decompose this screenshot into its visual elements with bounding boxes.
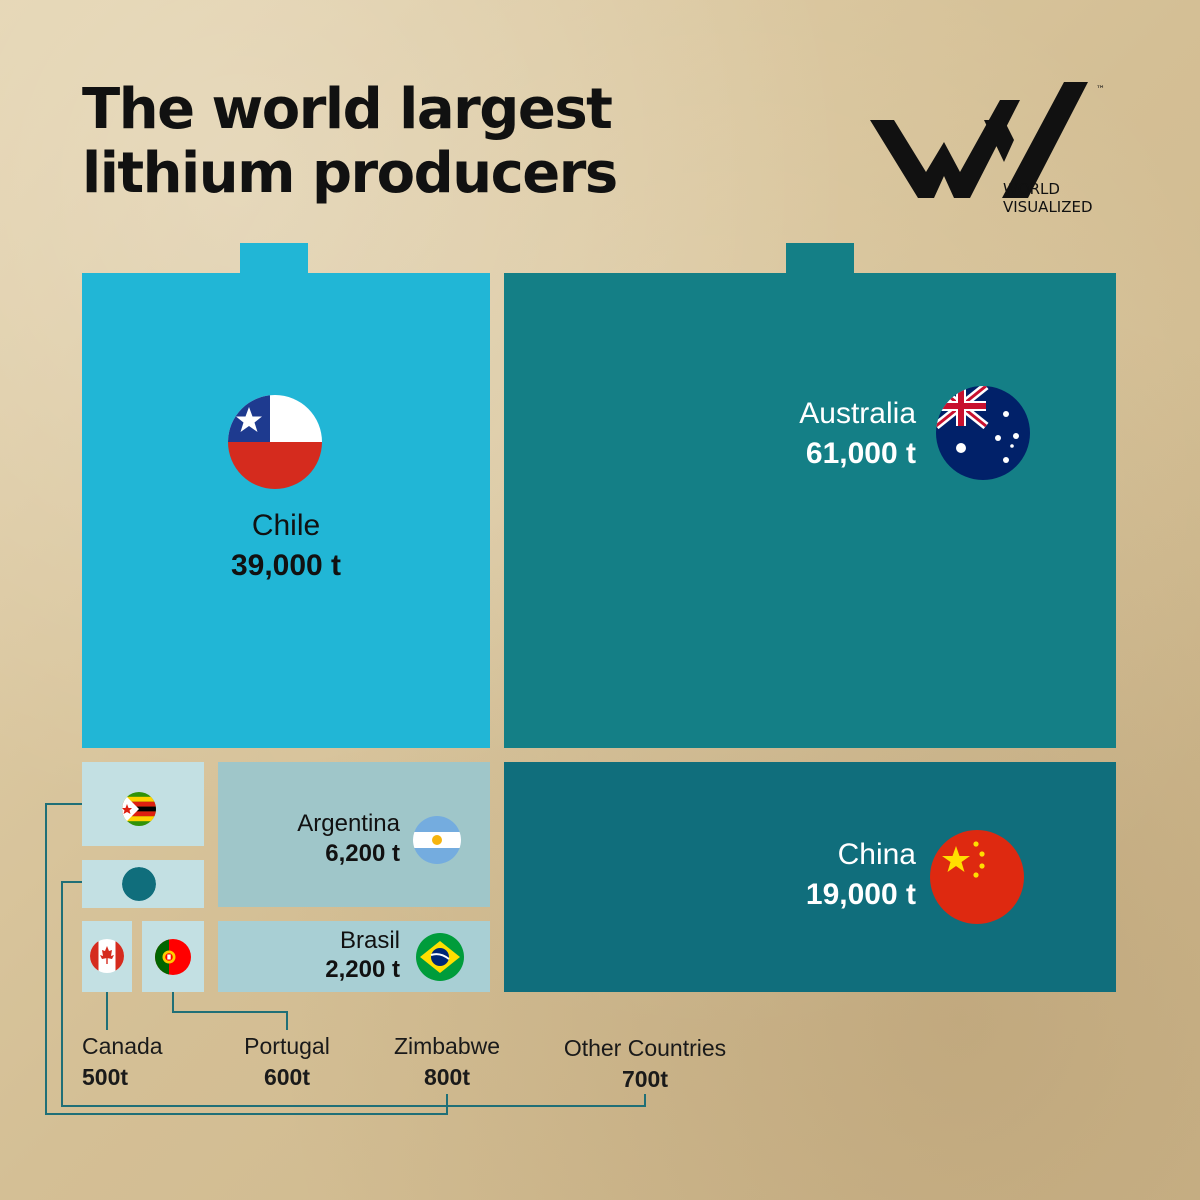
title-line-2: lithium producers (82, 141, 618, 206)
canada-block (82, 921, 132, 992)
globe-dot-icon (122, 867, 156, 901)
other-countries-name: Other Countries (563, 1035, 727, 1061)
australia-value: 61,000 t (805, 437, 916, 470)
other-countries-value: 700t (621, 1066, 669, 1092)
canada-flag-icon (90, 939, 124, 973)
australia-battery-terminal (786, 243, 854, 275)
argentina-flag-icon (413, 816, 461, 864)
china-value: 19,000 t (805, 878, 916, 911)
canada-value: 500t (82, 1064, 129, 1090)
brazil-flag-icon (416, 933, 464, 981)
zimbabwe-value: 800t (423, 1064, 471, 1090)
australia-name: Australia (799, 397, 916, 430)
chile-battery-terminal (240, 243, 308, 275)
brasil-name: Brasil (339, 927, 400, 954)
logo-text: WORLD VISUALIZED (1003, 180, 1093, 216)
logo-text-world: WORLD (1003, 180, 1060, 198)
trademark-symbol: ™ (1096, 85, 1105, 95)
chile-block: Chile 39,000 t (82, 273, 490, 748)
brasil-value: 2,200 t (325, 956, 400, 983)
portugal-block (142, 921, 204, 992)
canada-name: Canada (82, 1033, 163, 1059)
portugal-name: Portugal (244, 1033, 330, 1059)
other-countries-block (82, 860, 204, 908)
page-title: The world largest lithium producers (82, 77, 618, 206)
portugal-value: 600t (263, 1064, 311, 1090)
zimbabwe-block (82, 762, 204, 846)
argentina-name: Argentina (297, 810, 400, 837)
zimbabwe-name: Zimbabwe (393, 1033, 501, 1059)
chile-value: 39,000 t (230, 549, 342, 582)
argentina-block: Argentina 6,200 t (218, 762, 490, 907)
china-name: China (837, 838, 916, 871)
zimbabwe-flag-icon (122, 792, 156, 826)
australia-flag-icon (936, 386, 1030, 480)
brasil-block: Brasil 2,200 t (218, 921, 490, 992)
logo-text-visualized: VISUALIZED (1003, 198, 1093, 216)
title-line-1: The world largest (82, 77, 613, 142)
china-block: China 19,000 t (504, 762, 1116, 992)
china-flag-icon (930, 830, 1024, 924)
argentina-value: 6,200 t (325, 840, 400, 867)
world-visualized-logo: ™ (870, 82, 1105, 198)
portugal-flag-icon (155, 939, 191, 975)
chile-name: Chile (251, 509, 321, 542)
australia-block: Australia 61,000 t (504, 273, 1116, 748)
